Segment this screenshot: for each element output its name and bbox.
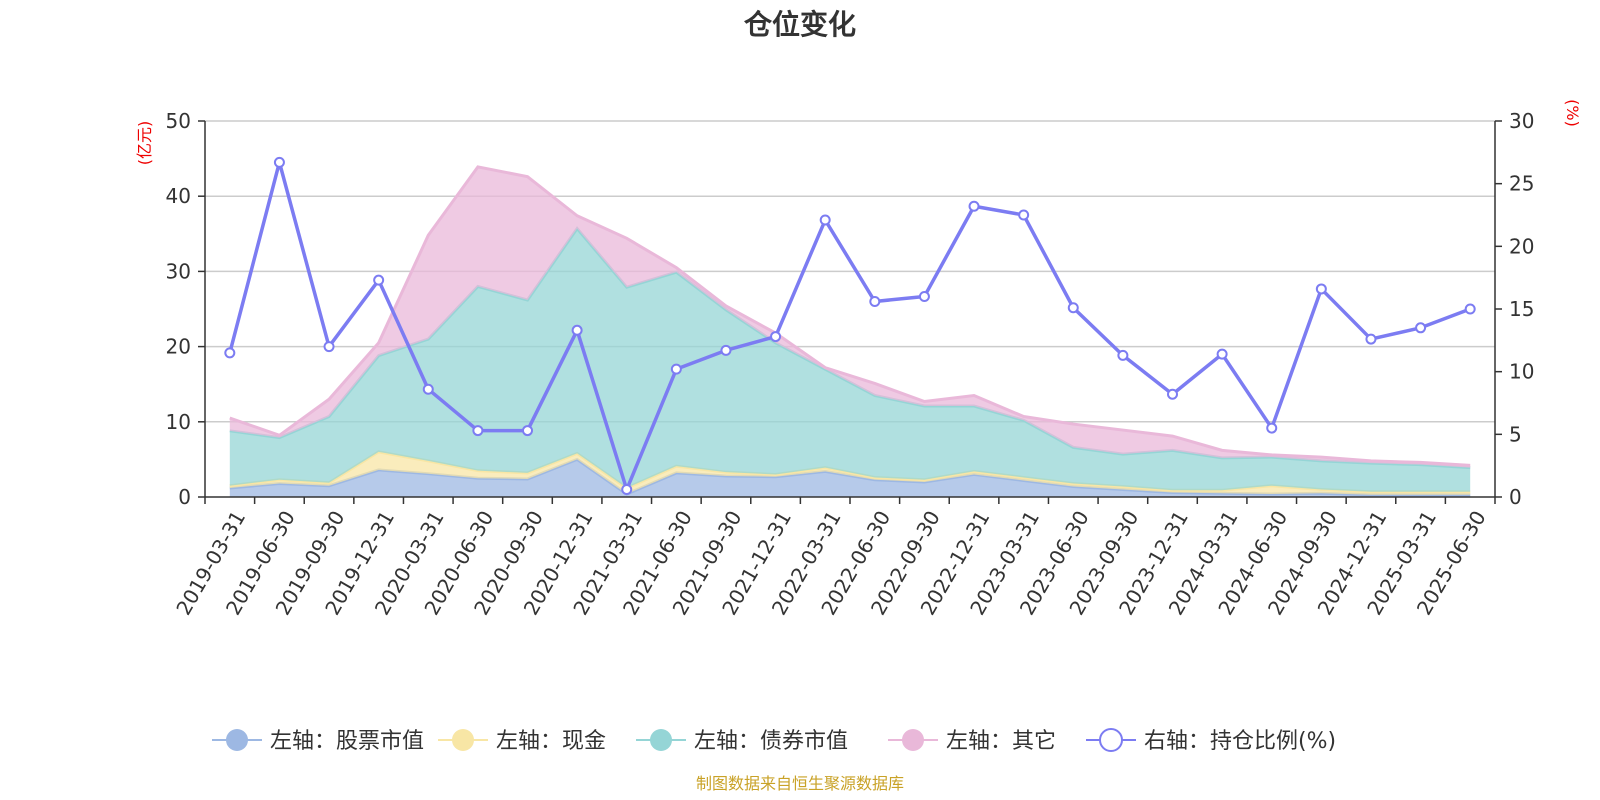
ratio-point xyxy=(422,383,434,395)
legend-dot-icon xyxy=(902,729,924,751)
area-series-4 xyxy=(229,166,1471,468)
ratio-point xyxy=(1117,349,1129,361)
left-tick-label: 10 xyxy=(166,410,191,434)
ratio-point xyxy=(1216,348,1228,360)
legend-item-1: 左轴：股票市值 xyxy=(212,729,424,754)
legend-item-5: 右轴：持仓比例(%) xyxy=(1086,728,1336,754)
legend-label: 左轴：其它 xyxy=(946,729,1056,754)
ratio-point xyxy=(621,483,633,495)
area-series-3 xyxy=(229,228,1471,492)
legend-dot-icon xyxy=(226,729,248,751)
legend: 左轴：股票市值 左轴：现金 左轴：债券市值 左轴：其它 右轴：持仓比例(%) xyxy=(212,728,1336,754)
ratio-point xyxy=(522,425,533,437)
legend-dot-icon xyxy=(452,729,474,751)
ratio-point xyxy=(1365,333,1377,345)
ratio-point xyxy=(670,363,682,375)
left-axis-unit: (亿元) xyxy=(135,121,154,166)
ratio-point xyxy=(1018,209,1030,221)
legend-item-3: 左轴：债券市值 xyxy=(636,729,848,754)
ratio-line xyxy=(224,156,1476,495)
ratio-point xyxy=(819,214,831,226)
legend-item-4: 左轴：其它 xyxy=(888,729,1056,754)
left-tick-label: 0 xyxy=(178,485,191,509)
legend-label: 左轴：股票市值 xyxy=(270,729,424,754)
right-axis-unit: (%) xyxy=(1563,99,1582,127)
legend-label: 左轴：现金 xyxy=(496,729,606,754)
left-tick-label: 20 xyxy=(166,335,191,359)
ratio-point xyxy=(1415,322,1427,334)
right-tick-label: 20 xyxy=(1509,234,1534,258)
ratio-point xyxy=(968,200,980,212)
ratio-point xyxy=(869,295,881,307)
ratio-line-path xyxy=(228,160,1471,492)
right-tick-label: 30 xyxy=(1509,109,1534,133)
right-tick-label: 15 xyxy=(1509,297,1534,321)
ratio-point xyxy=(918,290,930,302)
legend-dot-icon xyxy=(650,729,672,751)
right-tick-label: 0 xyxy=(1509,485,1522,509)
ratio-point xyxy=(1167,388,1178,400)
stacked-areas xyxy=(229,165,1471,497)
area-series-1 xyxy=(229,459,1471,497)
source-note: 制图数据来自恒生聚源数据库 xyxy=(696,774,904,793)
ratio-point xyxy=(224,347,236,359)
legend-label: 左轴：债券市值 xyxy=(694,729,848,754)
ratio-point xyxy=(373,274,385,286)
ratio-point xyxy=(720,344,732,356)
legend-item-2: 左轴：现金 xyxy=(438,729,606,754)
left-tick-label: 50 xyxy=(166,109,191,133)
right-tick-label: 10 xyxy=(1509,360,1534,384)
ratio-point xyxy=(1464,303,1476,315)
ratio-point xyxy=(323,341,335,353)
ratio-point xyxy=(770,331,782,343)
left-tick-label: 40 xyxy=(166,184,191,208)
right-tick-label: 5 xyxy=(1509,422,1522,446)
ratio-point xyxy=(1266,422,1278,434)
ratio-point xyxy=(273,156,285,168)
ratio-point xyxy=(1315,283,1327,295)
ratio-point xyxy=(1067,302,1079,314)
legend-ring-icon xyxy=(1099,728,1123,752)
right-tick-label: 25 xyxy=(1509,172,1534,196)
left-tick-label: 30 xyxy=(166,259,191,283)
ratio-point xyxy=(472,425,484,437)
ratio-point xyxy=(571,324,583,336)
chart-title: 仓位变化 xyxy=(744,8,856,41)
area-edge-4 xyxy=(229,165,1471,467)
legend-label: 右轴：持仓比例(%) xyxy=(1144,729,1336,754)
